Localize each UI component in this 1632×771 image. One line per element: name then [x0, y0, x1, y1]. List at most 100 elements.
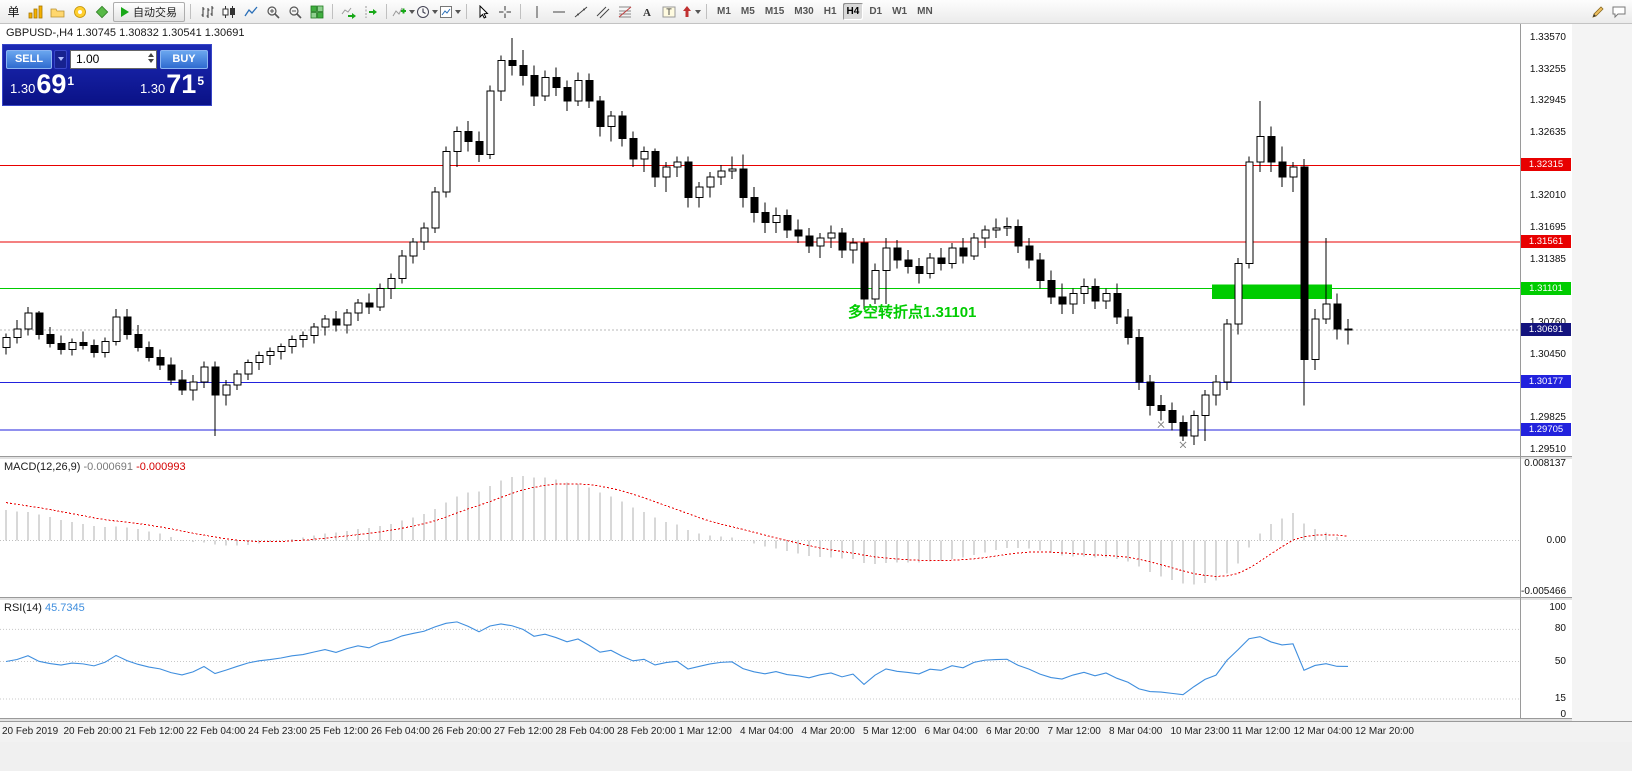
timeframe-button-m1[interactable]: M1: [717, 6, 731, 17]
horizontal-line-tool-icon[interactable]: [548, 2, 569, 22]
volume-stepper[interactable]: [148, 52, 154, 63]
buy-button[interactable]: BUY: [160, 49, 208, 69]
candlestick-mode-icon[interactable]: [218, 2, 239, 22]
toolbar-separator: [386, 4, 387, 19]
main-toolbar: 单 自动交易 A T M1 M: [0, 0, 1632, 24]
time-axis-label: 12 Mar 04:00: [1293, 726, 1353, 737]
volume-value: 1.00: [76, 52, 100, 66]
autotrading-button[interactable]: 自动交易: [113, 1, 185, 22]
fibonacci-tool-icon[interactable]: [614, 2, 635, 22]
time-axis[interactable]: 20 Feb 2019 20 Feb 20:00 21 Feb 12:00 22 Fe…: [0, 721, 1632, 742]
bar-chart-mode-icon[interactable]: [196, 2, 217, 22]
sell-price[interactable]: 1.30 69 1: [10, 70, 74, 99]
timeframe-group: M1 M5 M15 M30 H1 H4 D1 W1 MN: [712, 3, 938, 20]
panel-separator[interactable]: [0, 718, 1572, 721]
rsi-axis-label: 50: [1554, 655, 1566, 667]
panel-separator[interactable]: [0, 456, 1572, 459]
timeframe-button-d1[interactable]: D1: [869, 6, 883, 17]
buy-price-main: 1.30: [139, 81, 166, 96]
toolbar-separator: [190, 4, 191, 19]
time-axis-label: 12 Mar 20:00: [1355, 726, 1414, 737]
time-axis-label: 6 Mar 20:00: [986, 726, 1040, 737]
order-options-dropdown[interactable]: [54, 49, 67, 69]
price-axis-tick: 1.32010: [1529, 190, 1566, 202]
buy-price[interactable]: 1.30 71 5: [140, 70, 204, 99]
step-down-icon[interactable]: [148, 58, 154, 63]
macd-signal-value: -0.000993: [136, 461, 186, 473]
timeframe-button-h4[interactable]: H4: [842, 3, 864, 20]
time-axis-label: 26 Feb 04:00: [371, 726, 430, 737]
new-order-label: 单: [7, 4, 20, 19]
sell-price-main: 1.30: [10, 81, 36, 96]
price-axis-tick: 1.30450: [1529, 348, 1566, 360]
tile-windows-icon[interactable]: [306, 2, 327, 22]
candlestick-chart[interactable]: [0, 24, 1520, 456]
price-axis-tick: 1.33255: [1529, 63, 1566, 75]
timeframe-button-m30[interactable]: M30: [794, 6, 814, 17]
macd-panel[interactable]: [0, 459, 1520, 597]
periods-icon[interactable]: [416, 2, 438, 22]
price-axis-border: [1520, 24, 1521, 718]
auto-scroll-icon[interactable]: [338, 2, 359, 22]
time-axis-label: 21 Feb 12:00: [125, 726, 184, 737]
macd-indicator-chart[interactable]: [0, 459, 1520, 597]
rsi-value: 45.7345: [44, 602, 85, 614]
pivot-annotation[interactable]: 多空转折点1.31101: [848, 304, 977, 321]
crosshair-icon[interactable]: [494, 2, 515, 22]
zoom-out-icon[interactable]: [284, 2, 305, 22]
label-tool-icon[interactable]: T: [658, 2, 679, 22]
volume-input[interactable]: 1.00: [70, 49, 157, 69]
price-axis-tick: 1.31385: [1529, 253, 1566, 265]
price-axis-tick: 1.33570: [1529, 32, 1566, 43]
panel-separator[interactable]: [0, 597, 1572, 600]
step-up-icon[interactable]: [148, 52, 154, 57]
bid-price-badge: 1.30691: [1521, 323, 1571, 337]
timeframe-button-m5[interactable]: M5: [740, 6, 755, 17]
arrows-tool-icon[interactable]: [680, 2, 701, 22]
templates-icon[interactable]: [439, 2, 461, 22]
rsi-axis-label: 15: [1554, 692, 1566, 704]
chevron-down-icon: [455, 9, 461, 14]
window-background: [1572, 24, 1632, 742]
timeframe-button-w1[interactable]: W1: [892, 6, 908, 17]
cursor-icon[interactable]: [472, 2, 493, 22]
channel-tool-icon[interactable]: [592, 2, 613, 22]
metaeditor-icon[interactable]: [91, 2, 112, 22]
trendline-tool-icon[interactable]: [570, 2, 591, 22]
time-axis-label: 8 Mar 04:00: [1109, 726, 1163, 737]
indicators-icon[interactable]: [392, 2, 415, 22]
time-axis-label: 26 Feb 20:00: [432, 726, 492, 737]
time-axis-label: 1 Mar 12:00: [678, 726, 732, 737]
pencil-icon[interactable]: [1587, 2, 1608, 22]
price-axis-tick: 1.32945: [1529, 95, 1566, 107]
play-icon: [121, 6, 129, 17]
text-tool-icon[interactable]: A: [636, 2, 657, 22]
profiles-icon[interactable]: [47, 2, 68, 22]
chevron-down-icon: [432, 9, 438, 14]
new-order-button[interactable]: 单: [3, 2, 24, 22]
community-icon[interactable]: [69, 2, 90, 22]
time-axis-label: 24 Feb 23:00: [248, 726, 307, 737]
vertical-line-tool-icon[interactable]: [526, 2, 547, 22]
time-axis-label: 7 Mar 12:00: [1047, 726, 1101, 737]
rsi-panel[interactable]: [0, 600, 1520, 718]
svg-text:T: T: [666, 7, 672, 17]
timeframe-button-m15[interactable]: M15: [764, 6, 785, 17]
zoom-in-icon[interactable]: [262, 2, 283, 22]
chart-shift-icon[interactable]: [360, 2, 381, 22]
price-axis-tick: 1.29825: [1529, 412, 1566, 424]
sell-button[interactable]: SELL: [6, 49, 52, 69]
price-axis-tick: 1.29510: [1529, 444, 1566, 455]
price-chart-area[interactable]: [0, 24, 1520, 456]
new-chart-icon[interactable]: [25, 2, 46, 22]
line-chart-mode-icon[interactable]: [240, 2, 261, 22]
timeframe-button-h1[interactable]: H1: [823, 6, 837, 17]
timeframe-button-mn[interactable]: MN: [917, 6, 933, 17]
macd-main-value: -0.000691: [83, 461, 134, 473]
hline-price-badge: 1.32315: [1521, 158, 1571, 172]
rsi-indicator-chart[interactable]: [0, 600, 1520, 718]
comment-icon[interactable]: [1608, 2, 1629, 22]
rsi-axis-label: 0: [1560, 709, 1566, 720]
buy-price-pip: 5: [197, 74, 204, 88]
time-axis-label: 11 Mar 12:00: [1232, 726, 1291, 737]
